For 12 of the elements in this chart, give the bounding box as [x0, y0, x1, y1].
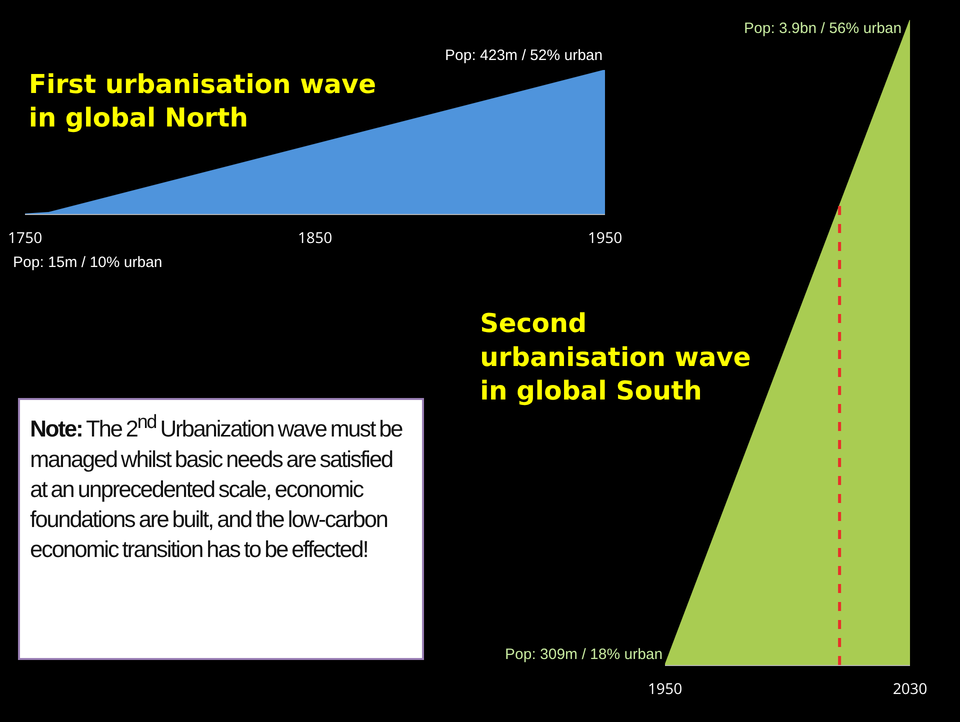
annotation: Pop: 15m / 10% urban [13, 254, 162, 271]
text: Second urbanisation wave in global South [480, 309, 751, 407]
x-tick-label: 1950 [648, 679, 682, 699]
text: Note: [30, 416, 82, 442]
x-tick-label: 1750 [8, 228, 42, 248]
x-tick-label: 1950 [588, 228, 622, 248]
annotation: Pop: 423m / 52% urban [445, 47, 603, 64]
text: First urbanisation wave in global North [28, 70, 376, 134]
x-tick-label: 2030 [892, 679, 928, 699]
annotation: Pop: 3.9bn / 56% urban [744, 20, 902, 37]
x-tick-label: 1850 [298, 228, 332, 248]
annotation: Pop: 309m / 18% urban [505, 646, 663, 663]
